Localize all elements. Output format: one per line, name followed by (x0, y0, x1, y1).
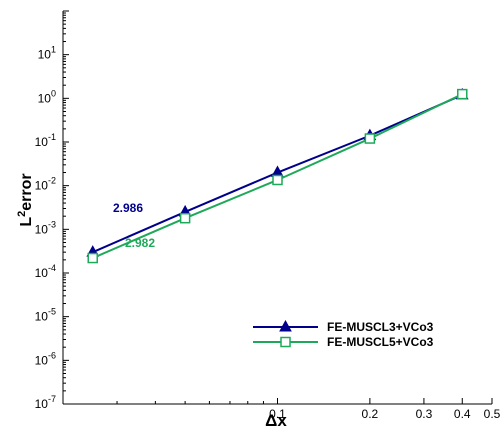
y-tick-label: 10-1 (35, 132, 56, 149)
legend: FE-MUSCL3+VCo3 FE-MUSCL5+VCo3 (253, 319, 434, 349)
y-tick-label: 10-7 (35, 394, 56, 411)
y-axis-title-sup: 2 (16, 211, 28, 217)
y-tick-label: 100 (38, 88, 56, 105)
y-axis-title-rest: error (18, 173, 35, 210)
slope-annotation-series-2: 2.982 (125, 236, 155, 250)
legend-marker-series-1 (279, 319, 292, 332)
legend-label-series-1: FE-MUSCL3+VCo3 (327, 320, 434, 334)
x-tick-label: 0.1 (269, 407, 286, 421)
y-tick-label: 10-4 (35, 263, 56, 280)
x-tick-label: 0.4 (454, 407, 471, 421)
series-2-point (364, 133, 376, 144)
slope-annotation-series-1: 2.986 (113, 201, 143, 215)
x-axis-title: Δx (265, 411, 287, 430)
series-2-point (179, 212, 191, 224)
y-axis-title: L2error (16, 173, 35, 226)
y-tick-label: 10-3 (35, 219, 56, 236)
legend-marker-series-2 (280, 336, 291, 348)
series-2-point (87, 252, 98, 264)
x-tick-label: 0.2 (362, 407, 379, 421)
y-tick-label: 10-6 (35, 350, 56, 367)
svg-text:L2error: L2error (16, 173, 35, 226)
y-tick-label: 101 (38, 45, 56, 62)
x-tick-label: 0.5 (484, 407, 501, 421)
y-axis-title-base: L (18, 217, 35, 227)
x-tick-label: 0.3 (416, 407, 433, 421)
series-layer (86, 87, 469, 264)
tick-marks (62, 10, 493, 405)
y-tick-label: 10-2 (35, 176, 56, 193)
tick-labels: 10-7 10-6 10-5 10-4 10-3 10-2 10-1 100 101 0.1 0.2… (35, 45, 501, 421)
series-2-point (272, 174, 283, 186)
series-2-point (457, 88, 468, 100)
y-tick-label: 10-5 (35, 307, 56, 324)
legend-label-series-2: FE-MUSCL5+VCo3 (327, 335, 434, 349)
